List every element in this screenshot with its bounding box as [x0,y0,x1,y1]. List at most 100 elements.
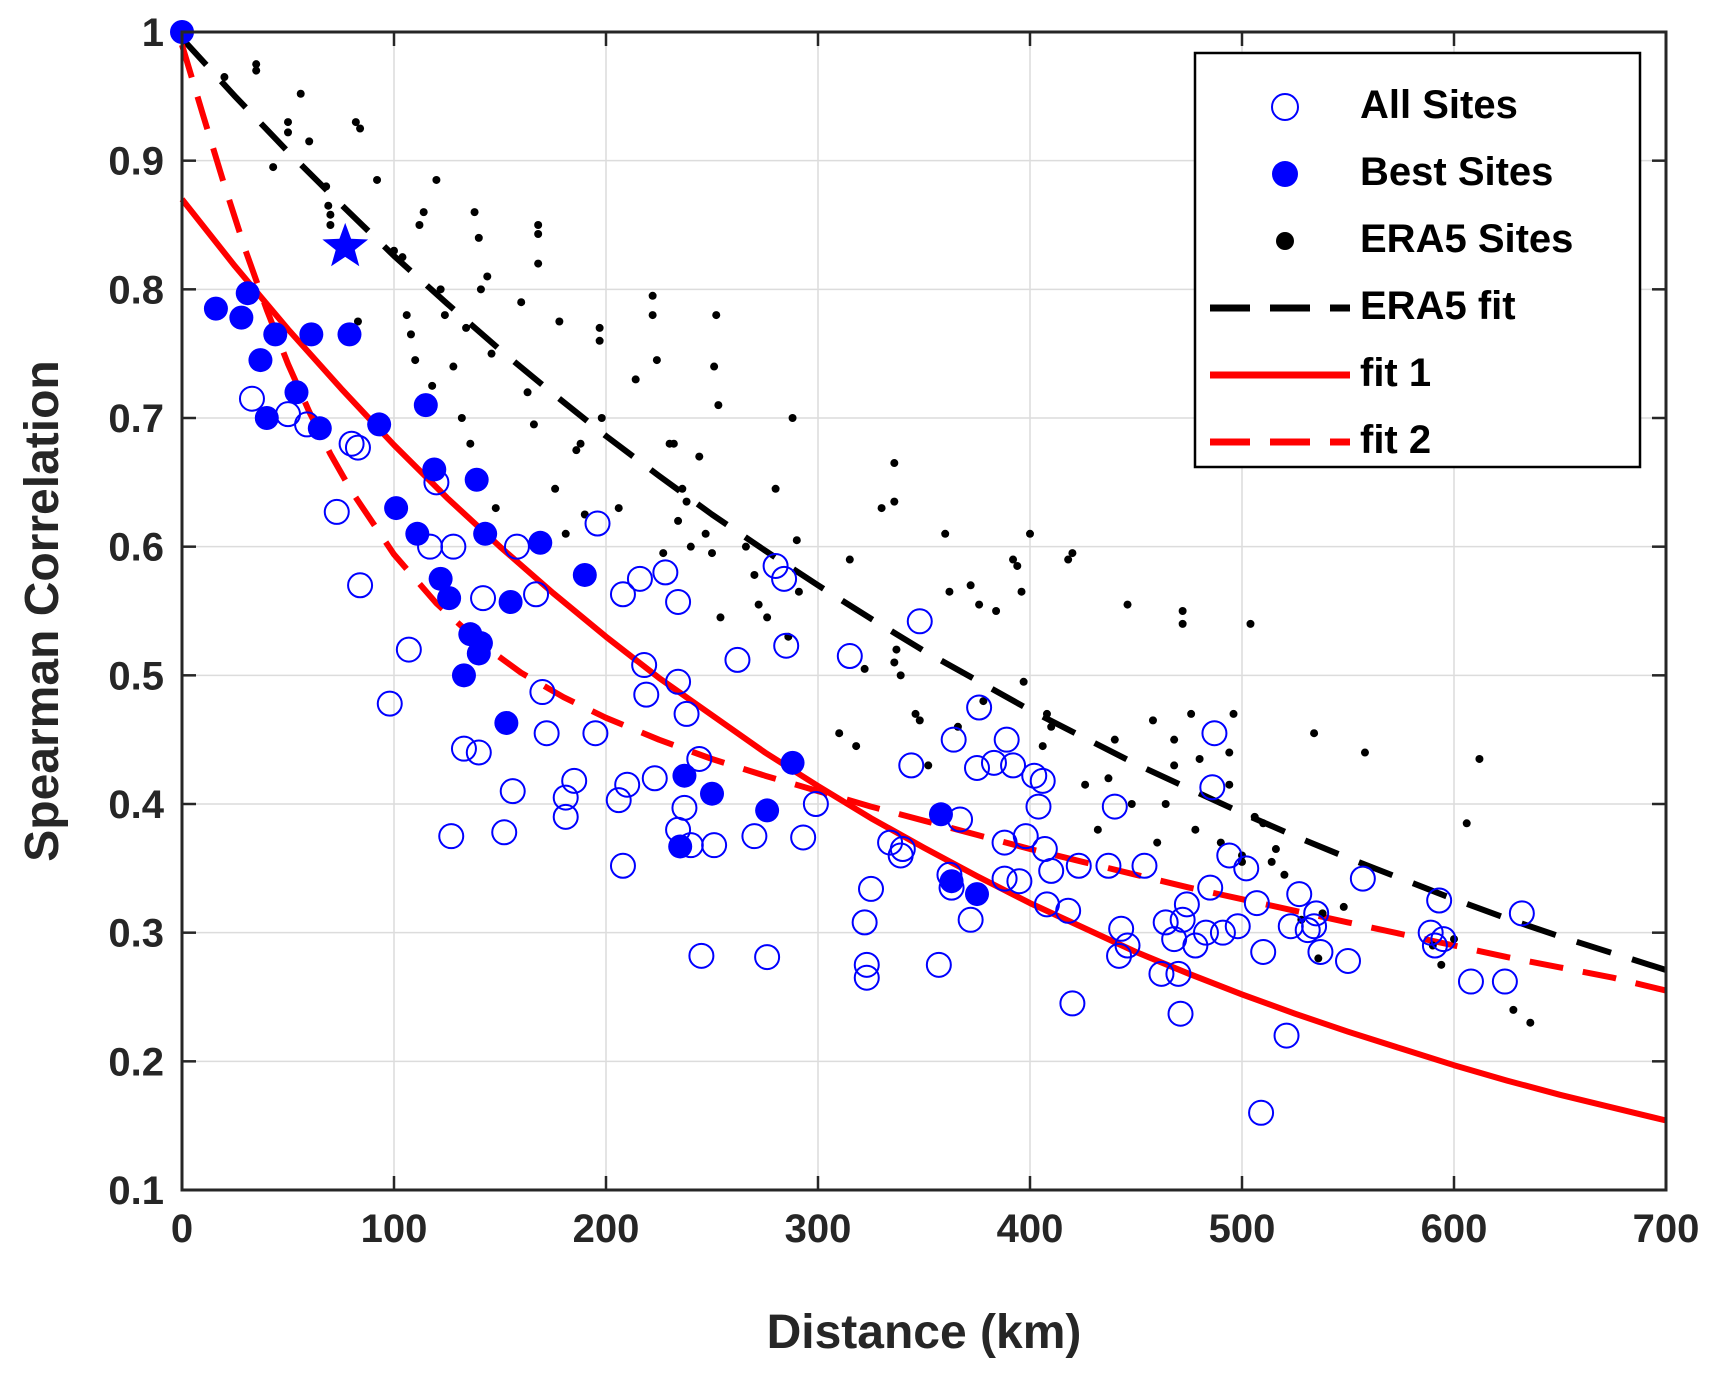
era5-site-point [1259,819,1268,828]
all-site-point [631,652,658,679]
era5-site-point [470,208,479,217]
x-tick-label: 500 [1209,1207,1276,1251]
era5-site-point [714,401,723,410]
all-site-point [851,909,878,936]
star-marker [322,222,369,267]
x-tick-label: 100 [361,1207,428,1251]
era5-site-point [252,60,261,69]
all-site-point [1243,890,1270,917]
era5-site-point [474,233,483,242]
era5-site-point [595,336,604,345]
y-tick-label: 0.8 [108,268,164,312]
all-site-point [1209,919,1236,946]
all-site-point [1114,932,1141,959]
all-site-point [1273,1022,1300,1049]
legend-label-fit-2: fit 2 [1360,418,1431,462]
best-site-point [928,802,953,827]
era5-site-point [652,356,661,365]
all-site-point [1335,947,1361,974]
best-site-point [437,586,462,611]
era5-site-point [1271,845,1280,854]
all-site-point [858,875,884,902]
all-site-point [470,585,497,612]
all-site-point [1029,767,1056,794]
era5-site-point [614,504,623,513]
era5-site-point [487,349,496,358]
all-site-point [582,720,609,747]
all-site-point [1169,906,1196,933]
era5-site-point [712,311,721,320]
all-site-point [1152,909,1179,936]
all-site-point [790,824,817,851]
era5-site-point [674,516,683,525]
best-site-point [780,750,805,775]
era5-site-point [555,317,564,326]
era5-site-point [1187,709,1196,718]
x-tick-label: 0 [171,1207,193,1251]
best-site-point [235,281,260,306]
all-site-point [1491,968,1518,995]
era5-site-point [483,272,492,281]
best-site-point [672,763,697,788]
era5-site-point [1526,1018,1535,1027]
era5-site-point [1462,819,1471,828]
era5-site-point [852,742,861,751]
era5-site-point [1360,748,1369,757]
best-site-point [384,496,409,521]
best-site-point [572,562,597,587]
all-site-point [701,832,728,859]
legend-swatch-best-sites [1272,161,1298,187]
era5-site-point [534,259,543,268]
all-site-point [1167,1000,1194,1027]
era5-site-point [572,446,581,455]
all-site-point [741,823,768,850]
all-site-point [957,906,984,933]
era5-site-point [436,285,445,294]
era5-site-point [710,362,719,371]
legend-label-era5-fit: ERA5 fit [1360,284,1516,328]
all-site-point [762,552,789,579]
all-site-point [1417,919,1444,946]
x-tick-label: 300 [785,1207,852,1251]
era5-site-point [523,388,532,397]
era5-site-point [1170,761,1179,770]
era5-site-point [1437,960,1446,969]
best-site-point [755,798,780,823]
era5-site-point [284,118,292,127]
era5-site-point [992,607,1001,615]
era5-site-point [269,163,278,172]
data-points [170,20,1535,1126]
all-site-point [1148,960,1175,987]
all-site-point [1286,881,1313,908]
era5-site-point [845,555,854,564]
all-site-point [1426,887,1453,914]
best-site-point [451,663,476,688]
all-site-point [1233,855,1260,882]
era5-site-point [411,356,420,365]
all-site-point [940,726,967,753]
best-site-point [203,296,228,321]
era5-site-point [659,549,668,558]
best-site-point [464,467,489,492]
era5-site-point [324,201,333,210]
all-site-point [491,819,518,846]
era5-site-point [462,323,471,332]
era5-site-point [648,311,657,320]
all-site-point [1248,1099,1275,1126]
era5-site-point [1013,561,1022,570]
era5-site-point [788,414,797,422]
all-site-point [1106,942,1133,969]
y-tick-label: 0.9 [108,140,164,184]
era5-site-point [1267,857,1276,866]
era5-site-point [373,175,382,184]
all-site-point [1131,852,1158,879]
era5-site-point [220,73,229,82]
y-tick-label: 0.1 [108,1169,164,1213]
all-site-point [1224,913,1251,940]
all-site-point [686,745,713,772]
era5-site-point [794,587,803,596]
era5-site-point [353,317,362,326]
era5-site-point [1178,607,1187,615]
all-site-point [1197,874,1224,901]
all-site-point [1108,915,1135,942]
